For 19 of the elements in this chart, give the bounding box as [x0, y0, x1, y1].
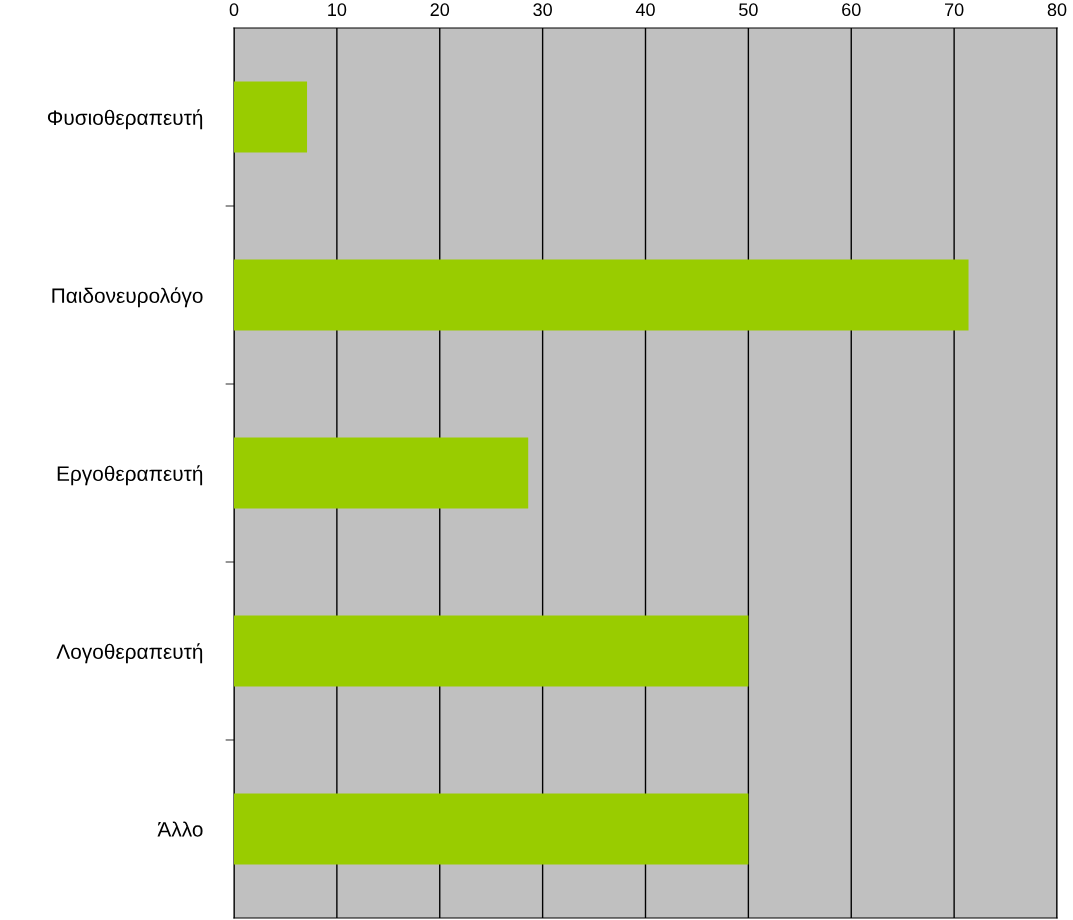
- x-tick-label: 30: [533, 3, 552, 17]
- bar: [234, 81, 308, 153]
- bar: [234, 615, 749, 687]
- x-tick-label: 10: [328, 3, 347, 17]
- x-tick-label: 50: [739, 3, 758, 17]
- y-tick-label: Παιδονευρολόγο: [52, 287, 203, 308]
- y-tick-label: Λογοθεραπευτή: [56, 643, 203, 664]
- x-tick-label: 80: [1047, 3, 1067, 17]
- x-tick-label: 0: [229, 3, 239, 17]
- bar: [234, 259, 969, 331]
- x-tick-label: 20: [430, 3, 450, 17]
- x-tick-label: 70: [945, 3, 964, 17]
- bar: [234, 793, 749, 865]
- y-tick-label: Φυσιοθεραπευτή: [47, 109, 203, 130]
- x-tick-label: 60: [842, 3, 861, 17]
- y-tick-label: Εργοθεραπευτή: [57, 465, 203, 486]
- y-tick-label: Άλλο: [157, 821, 203, 837]
- x-tick-label: 40: [635, 3, 655, 17]
- bar: [234, 437, 529, 509]
